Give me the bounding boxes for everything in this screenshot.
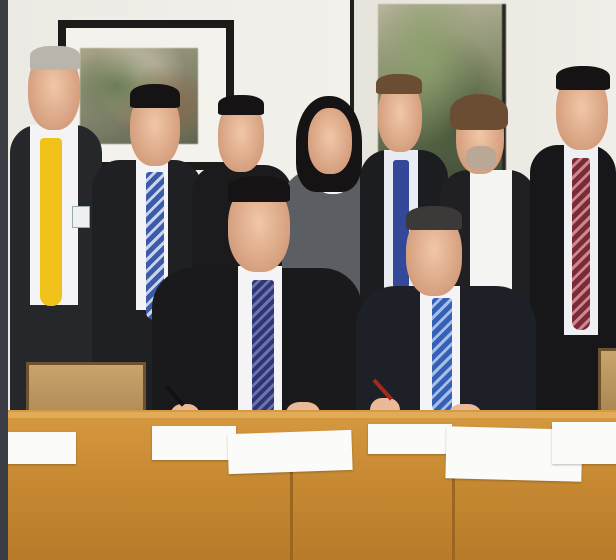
document-paper xyxy=(552,422,616,464)
document-paper xyxy=(368,424,452,454)
table-edge xyxy=(8,412,616,418)
chair-right xyxy=(598,348,616,418)
photo-left-border xyxy=(0,0,8,560)
table-seam xyxy=(452,470,455,560)
table-seam xyxy=(290,470,293,560)
document-paper xyxy=(152,426,236,460)
document-paper xyxy=(8,432,76,464)
document-paper xyxy=(227,429,353,475)
